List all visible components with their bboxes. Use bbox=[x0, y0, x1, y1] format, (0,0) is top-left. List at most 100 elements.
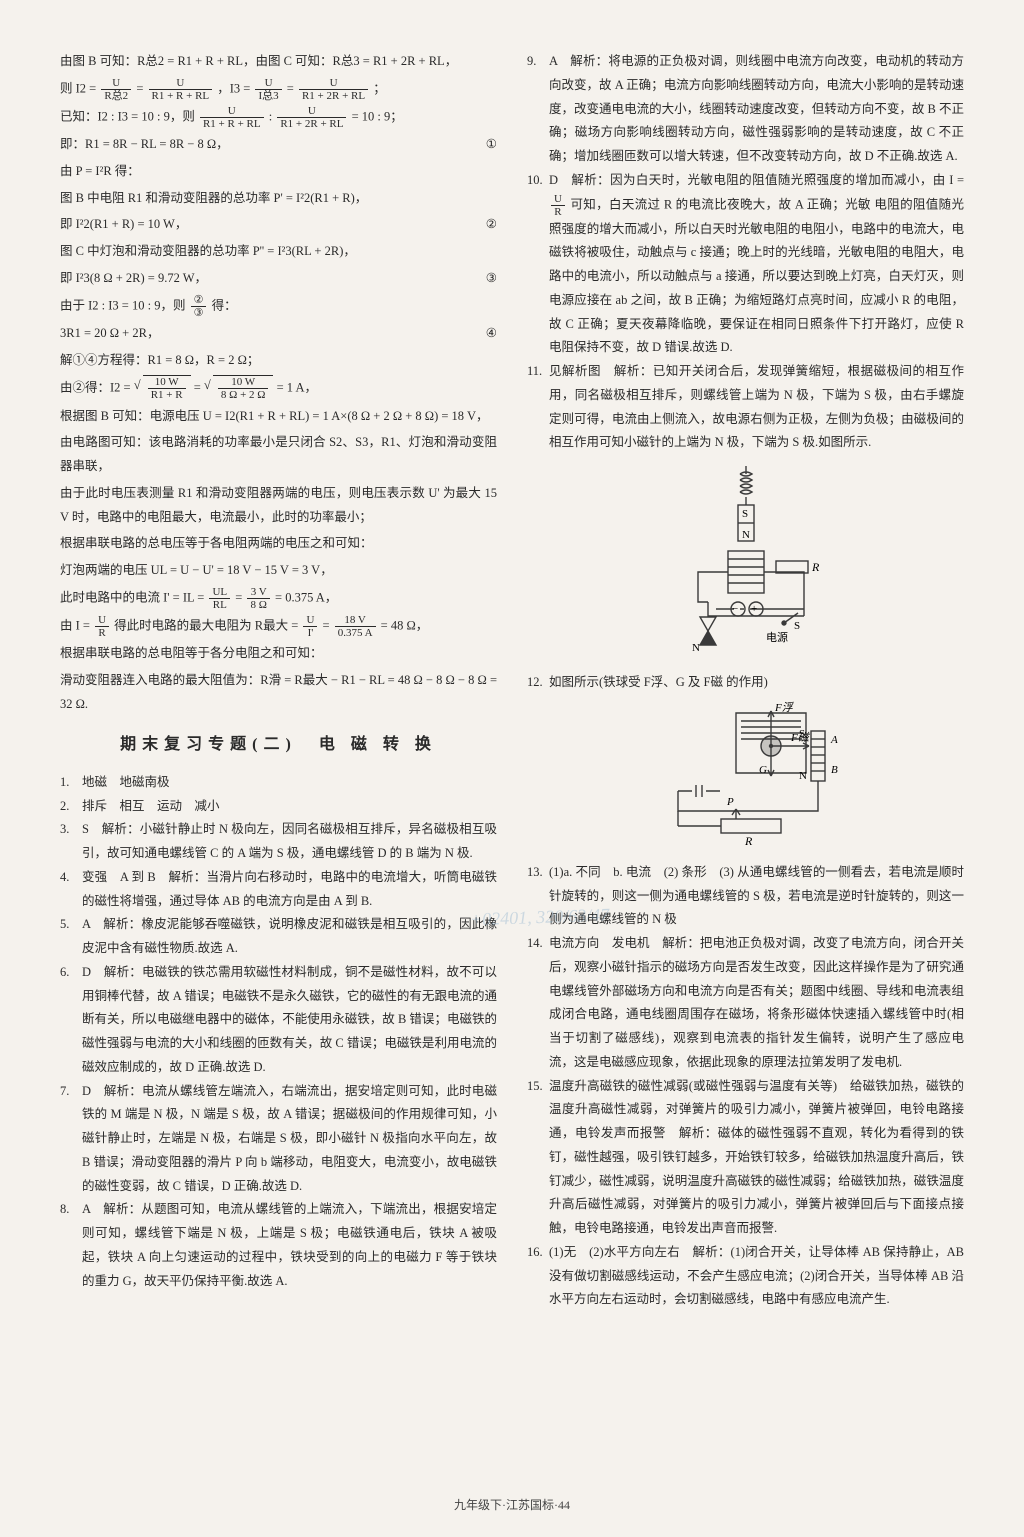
question-item: 16.(1)无 (2)水平方向左右 解析：(1)闭合开关，让导体棒 AB 保持静… bbox=[527, 1241, 964, 1312]
fraction: 18 V0.375 A bbox=[335, 614, 376, 639]
svg-text:S: S bbox=[742, 508, 748, 520]
txt: ； bbox=[373, 81, 386, 95]
answer-text: 如图所示(铁球受 F浮、G 及 F磁 的作用) bbox=[549, 671, 964, 695]
eq-line: 已知：I2 : I3 = 10 : 9，则 UR1 + R + RL : UR1… bbox=[60, 105, 497, 130]
fraction: UR1 + 2R + RL bbox=[277, 105, 346, 130]
txt: 则 I2 = bbox=[60, 81, 99, 95]
left-column: 由图 B 可知：R总2 = R1 + R + RL，由图 C 可知：R总3 = … bbox=[60, 50, 497, 1470]
svg-text:+: + bbox=[751, 603, 757, 615]
question-item: 12.如图所示(铁球受 F浮、G 及 F磁 的作用) bbox=[527, 671, 964, 695]
txt: 可知，白天流过 R 的电流比夜晚大，故 A 正确；光敏 bbox=[570, 197, 870, 211]
text-line: 由于此时电压表测量 R1 和滑动变阻器两端的电压，则电压表示数 U' 为最大 1… bbox=[60, 482, 497, 530]
txt: : bbox=[269, 109, 276, 123]
txt: 由②得：I2 = bbox=[60, 381, 134, 395]
page-footer: 九年级下·江苏国标·44 bbox=[0, 1494, 1024, 1517]
txt: 由于 I2 : I3 = 10 : 9，则 bbox=[60, 298, 185, 312]
svg-text:R: R bbox=[811, 560, 820, 574]
fraction: UI总3 bbox=[255, 77, 281, 102]
text-line: 图 B 中电阻 R1 和滑动变阻器的总功率 P' = I²2(R1 + R)， bbox=[60, 187, 497, 211]
txt: 3R1 = 20 Ω + 2R， bbox=[60, 326, 159, 340]
question-item: 1.地磁 地磁南极 bbox=[60, 771, 497, 795]
answer-text: D 解析：电磁铁的铁芯需用软磁性材料制成，铜不是磁性材料，故不可以用铜棒代替，故… bbox=[82, 961, 497, 1080]
svg-text:−: − bbox=[732, 603, 738, 615]
question-item: 15.温度升高磁铁的磁性减弱(或磁性强弱与温度有关等) 给磁铁加热，磁铁的温度升… bbox=[527, 1075, 964, 1241]
answer-text: 见解析图 解析：已知开关闭合后，发现弹簧缩短，根据磁极间的相互作用，同名磁极相互… bbox=[549, 360, 964, 455]
svg-text:电源: 电源 bbox=[766, 630, 788, 644]
answer-text: A 解析：从题图可知，电流从螺线管的上端流入，下端流出，根据安培定则可知，螺线管… bbox=[82, 1198, 497, 1293]
txt: = 0.375 A， bbox=[275, 590, 337, 604]
question-item: 13.(1)a. 不同 b. 电流 (2) 条形 (3) 从通电螺线管的一侧看去… bbox=[527, 861, 964, 932]
eq-tag: ④ bbox=[478, 322, 497, 346]
text-line: 由电路图可知：该电路消耗的功率最小是只闭合 S2、S3，R1、灯泡和滑动变阻器串… bbox=[60, 431, 497, 479]
eq-line-tagged: ④ 3R1 = 20 Ω + 2R， bbox=[60, 322, 497, 346]
question-item: 3.S 解析：小磁针静止时 N 极向左，因同名磁极相互排斥，异名磁极相互吸引，故… bbox=[60, 818, 497, 866]
answer-text: A 解析：橡皮泥能够吞噬磁铁，说明橡皮泥和磁铁是相互吸引的，因此橡皮泥中含有磁性… bbox=[82, 913, 497, 961]
sqrt: 10 W8 Ω + 2 Ω bbox=[213, 375, 274, 401]
txt: D 解析：因为白天时，光敏电阻的阻值随光照强度的增加而减小，由 I = bbox=[549, 173, 964, 187]
svg-text:S: S bbox=[794, 620, 800, 632]
eq-line-tagged: ①即：R1 = 8R − RL = 8R − 8 Ω， bbox=[60, 133, 497, 157]
txt: 此时电路中的电流 I' = IL = bbox=[60, 590, 207, 604]
question-item: 10. D 解析：因为白天时，光敏电阻的阻值随光照强度的增加而减小，由 I = … bbox=[527, 169, 964, 360]
answer-text: D 解析：因为白天时，光敏电阻的阻值随光照强度的增加而减小，由 I = UR 可… bbox=[549, 169, 964, 360]
svg-text:S: S bbox=[799, 728, 805, 740]
question-item: 2.排斥 相互 运动 减小 bbox=[60, 795, 497, 819]
svg-text:A: A bbox=[830, 734, 838, 746]
txt: 由 I = bbox=[60, 618, 93, 632]
answer-text: (1)a. 不同 b. 电流 (2) 条形 (3) 从通电螺线管的一侧看去，若电… bbox=[549, 861, 964, 932]
question-item: 9.A 解析：将电源的正负极对调，则线圈中电流方向改变，电动机的转动方向改变，故… bbox=[527, 50, 964, 169]
answer-text: 温度升高磁铁的磁性减弱(或磁性强弱与温度有关等) 给磁铁加热，磁铁的温度升高磁性… bbox=[549, 1075, 964, 1241]
eq-tag: ② bbox=[478, 213, 497, 237]
svg-text:F浮: F浮 bbox=[774, 701, 795, 714]
text-line: 解①④方程得：R1 = 8 Ω，R = 2 Ω； bbox=[60, 349, 497, 373]
txt: 即：R1 = 8R − RL = 8R − 8 Ω， bbox=[60, 137, 229, 151]
right-column: 9.A 解析：将电源的正负极对调，则线圈中电流方向改变，电动机的转动方向改变，故… bbox=[527, 50, 964, 1470]
txt: = bbox=[235, 590, 245, 604]
txt: = bbox=[194, 381, 204, 395]
answer-text: A 解析：将电源的正负极对调，则线圈中电流方向改变，电动机的转动方向改变，故 A… bbox=[549, 50, 964, 169]
sqrt: 10 WR1 + R bbox=[143, 375, 191, 401]
question-item: 8.A 解析：从题图可知，电流从螺线管的上端流入，下端流出，根据安培定则可知，螺… bbox=[60, 1198, 497, 1293]
question-item: 6.D 解析：电磁铁的铁芯需用软磁性材料制成，铜不是磁性材料，故不可以用铜棒代替… bbox=[60, 961, 497, 1080]
txt: 电阻的阻值随光照强度的增大而减小，所以白天时光敏电阻的电阻小，电路中的电流大，电… bbox=[549, 197, 964, 354]
txt: 即 I²2(R1 + R) = 10 W， bbox=[60, 217, 187, 231]
circuit-diagram-q11: S N R − + S 电源 N bbox=[527, 461, 964, 661]
svg-text:P: P bbox=[726, 796, 734, 808]
answer-text: S 解析：小磁针静止时 N 极向左，因同名磁极相互排斥，异名磁极相互吸引，故可知… bbox=[82, 818, 497, 866]
txt: = 1 A， bbox=[277, 381, 317, 395]
text-line: 由图 B 可知：R总2 = R1 + R + RL，由图 C 可知：R总3 = … bbox=[60, 50, 497, 74]
txt: = 48 Ω， bbox=[381, 618, 429, 632]
text-line: 根据串联电路的总电阻等于各分电阻之和可知： bbox=[60, 642, 497, 666]
txt: 即 I²3(8 Ω + 2R) = 9.72 W， bbox=[60, 271, 207, 285]
question-item: 11.见解析图 解析：已知开关闭合后，发现弹簧缩短，根据磁极间的相互作用，同名磁… bbox=[527, 360, 964, 455]
eq-line: 此时电路中的电流 I' = IL = ULRL = 3 V8 Ω = 0.375… bbox=[60, 586, 497, 611]
answer-text: (1)无 (2)水平方向左右 解析：(1)闭合开关，让导体棒 AB 保持静止，A… bbox=[549, 1241, 964, 1312]
question-item: 4.变强 A 到 B 解析：当滑片向右移动时，电路中的电流增大，听筒电磁铁的磁性… bbox=[60, 866, 497, 914]
fraction: 3 V8 Ω bbox=[247, 586, 269, 611]
answer-text: 电流方向 发电机 解析：把电池正负极对调，改变了电流方向，闭合开关后，观察小磁针… bbox=[549, 932, 964, 1075]
text-line: 滑动变阻器连入电路的最大阻值为：R滑 = R最大 − R1 − RL = 48 … bbox=[60, 669, 497, 717]
eq-line: 则 I2 = UR总2 = UR1 + R + RL ，I3 = UI总3 = … bbox=[60, 77, 497, 102]
force-diagram-q12: F浮 F磁 G S A B N P R bbox=[527, 701, 964, 851]
answer-text: 变强 A 到 B 解析：当滑片向右移动时，电路中的电流增大，听筒电磁铁的磁性将增… bbox=[82, 866, 497, 914]
fraction: UR1 + R + RL bbox=[149, 77, 213, 102]
eq-line: 由 I = UR 得此时电路的最大电阻为 R最大 = UI' = 18 V0.3… bbox=[60, 614, 497, 639]
text-line: 根据串联电路的总电压等于各电阻两端的电压之和可知： bbox=[60, 532, 497, 556]
txt: = bbox=[323, 618, 333, 632]
question-item: 5.A 解析：橡皮泥能够吞噬磁铁，说明橡皮泥和磁铁是相互吸引的，因此橡皮泥中含有… bbox=[60, 913, 497, 961]
text-line: 根据图 B 可知：电源电压 U = I2(R1 + R + RL) = 1 A×… bbox=[60, 405, 497, 429]
txt: = 10 : 9； bbox=[352, 109, 403, 123]
txt: 得： bbox=[212, 298, 237, 312]
text-line: 由 P = I²R 得： bbox=[60, 160, 497, 184]
fraction: UR bbox=[95, 614, 109, 639]
fraction: ULRL bbox=[209, 586, 230, 611]
fraction: UR bbox=[551, 193, 565, 218]
txt: = bbox=[287, 81, 297, 95]
eq-tag: ③ bbox=[478, 267, 497, 291]
eq-line-tagged: ③ 即 I²3(8 Ω + 2R) = 9.72 W， bbox=[60, 267, 497, 291]
eq-line: 由于 I2 : I3 = 10 : 9，则 ②③ 得： bbox=[60, 294, 497, 319]
fraction: UR1 + R + RL bbox=[200, 105, 264, 130]
svg-text:R: R bbox=[744, 834, 753, 848]
text-line: 灯泡两端的电压 UL = U − U' = 18 V − 15 V = 3 V， bbox=[60, 559, 497, 583]
svg-text:G: G bbox=[759, 764, 767, 776]
